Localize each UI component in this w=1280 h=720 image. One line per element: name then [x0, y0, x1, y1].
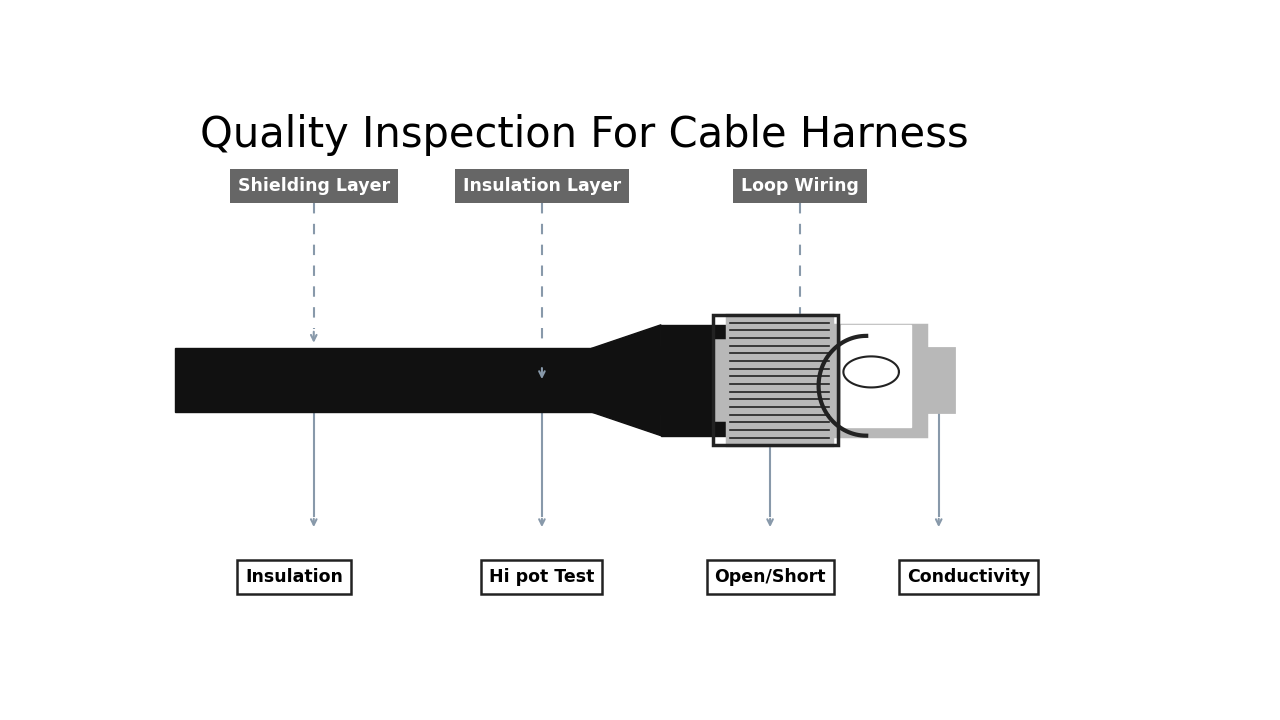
- Polygon shape: [596, 346, 676, 415]
- Bar: [713, 340, 731, 420]
- Polygon shape: [591, 325, 660, 436]
- Bar: [660, 325, 755, 436]
- Bar: [859, 386, 883, 422]
- Text: Shielding Layer: Shielding Layer: [238, 177, 390, 195]
- Bar: [925, 348, 954, 412]
- Text: Loop Wiring: Loop Wiring: [741, 177, 859, 195]
- Bar: [841, 325, 911, 428]
- Bar: [727, 315, 832, 446]
- Text: Insulation Layer: Insulation Layer: [463, 177, 621, 195]
- Circle shape: [844, 356, 899, 387]
- Bar: [713, 315, 837, 446]
- Text: Quality Inspection For Cable Harness: Quality Inspection For Cable Harness: [200, 114, 968, 156]
- Text: Conductivity: Conductivity: [906, 568, 1030, 586]
- Text: Insulation: Insulation: [244, 568, 343, 586]
- Text: Open/Short: Open/Short: [714, 568, 826, 586]
- Bar: [175, 348, 596, 412]
- Text: Hi pot Test: Hi pot Test: [489, 568, 595, 586]
- Bar: [832, 325, 925, 436]
